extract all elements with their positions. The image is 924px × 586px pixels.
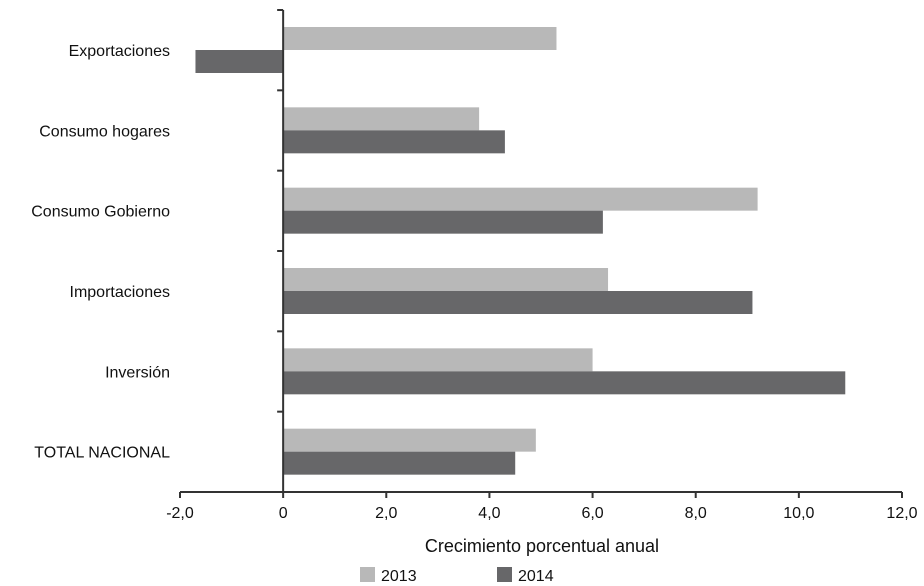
category-label: Consumo Gobierno [31, 204, 170, 221]
legend-swatch-2014 [497, 567, 512, 582]
legend-label-2013: 2013 [381, 568, 417, 585]
category-labels: Exportaciones Consumo hogares Consumo Gobi… [31, 43, 170, 462]
bar-2014-3 [283, 291, 753, 314]
bar-2013-2 [283, 187, 758, 211]
bar-2013-4 [283, 348, 593, 372]
bar-2013-5 [283, 428, 536, 452]
x-tick-label: 8,0 [685, 505, 707, 522]
bar-2014-5 [283, 451, 516, 475]
axes-layer [179, 9, 903, 498]
legend: 2013 2014 [360, 567, 554, 585]
category-label: Exportaciones [69, 43, 170, 60]
bars-layer [195, 27, 846, 475]
legend-label-2014: 2014 [518, 568, 554, 585]
x-tick-labels: -2,0 0 2,0 4,0 6,0 8,0 10,0 12,0 [166, 505, 917, 522]
x-tick-label: 12,0 [886, 505, 917, 522]
category-label: TOTAL NACIONAL [34, 445, 170, 462]
category-label: Inversión [105, 364, 170, 381]
x-tick-label: 0 [279, 505, 288, 522]
bar-2013-3 [283, 268, 609, 291]
x-tick-label: 4,0 [478, 505, 500, 522]
bar-2014-1 [283, 130, 505, 154]
x-axis-title: Crecimiento porcentual anual [425, 536, 659, 556]
bar-2014-0 [195, 50, 284, 73]
x-tick-label: 2,0 [375, 505, 397, 522]
x-tick-label: 10,0 [783, 505, 814, 522]
category-label: Importaciones [70, 284, 171, 301]
bar-2013-0 [283, 27, 557, 50]
x-tick-label: 6,0 [581, 505, 603, 522]
bar-2014-2 [283, 210, 603, 234]
x-tick-label: -2,0 [166, 505, 194, 522]
category-label: Consumo hogares [39, 123, 170, 140]
bar-2014-4 [283, 371, 846, 395]
legend-swatch-2013 [360, 567, 375, 582]
bar-2013-1 [283, 107, 480, 131]
